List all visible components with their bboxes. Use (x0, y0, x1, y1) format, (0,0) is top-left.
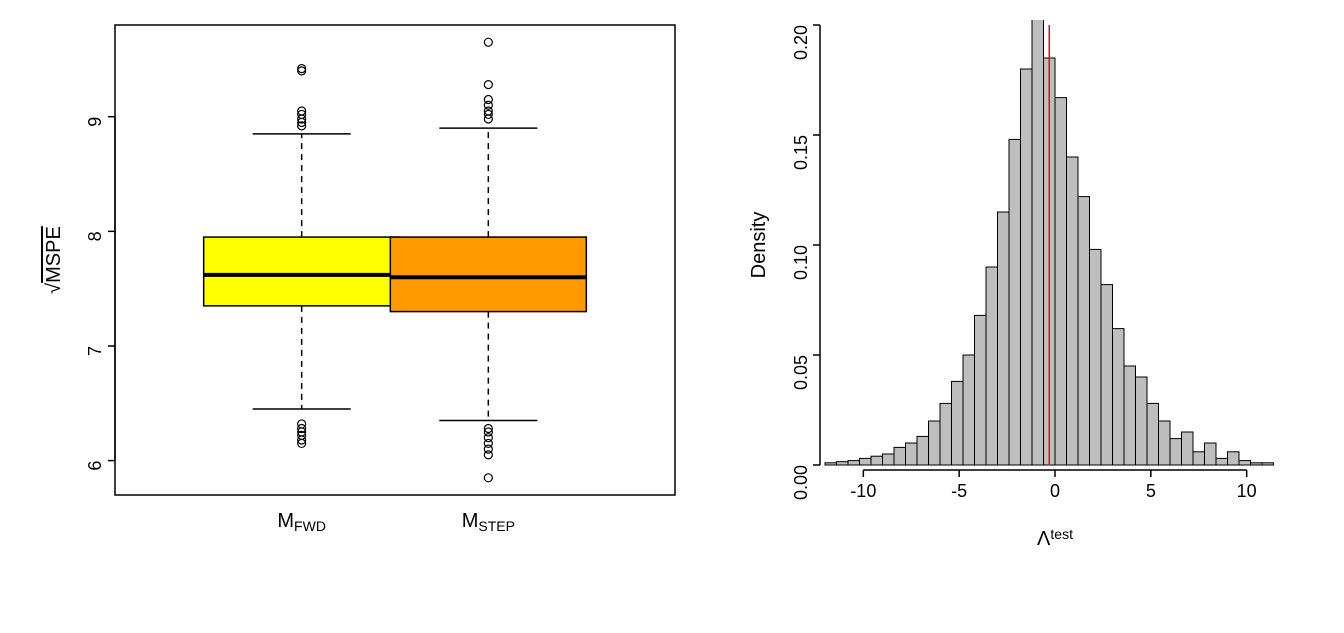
xtick-label: -5 (951, 481, 967, 501)
ytick-label: 8 (85, 231, 105, 241)
outlier (484, 38, 492, 46)
hist-bar (1090, 249, 1102, 465)
hist-bar (883, 454, 895, 465)
hist-bar (825, 463, 837, 465)
hist-bar (1147, 403, 1159, 465)
ytick-label: 6 (85, 461, 105, 471)
hist-bar (998, 212, 1010, 465)
hist-bar (1170, 439, 1182, 465)
hist-bar (906, 443, 918, 465)
xlabel: Λtest (1037, 526, 1073, 550)
hist-bar (848, 461, 860, 465)
hist-bar (1021, 69, 1033, 465)
hist-bar (1067, 157, 1079, 465)
xtick-label: 10 (1237, 481, 1257, 501)
hist-bar (1262, 463, 1274, 465)
hist-bar (940, 403, 952, 465)
hist-bar (929, 421, 941, 465)
hist-bar (1124, 366, 1136, 465)
hist-bar (1193, 452, 1205, 465)
hist-bar (1136, 377, 1148, 465)
hist-bar (1216, 458, 1228, 465)
histogram-svg: -10 -5 0 5 10 0.00 0.05 0.10 0.15 0.20 Density Λtes… (740, 20, 1300, 600)
figure-container: 6 7 8 9 √MSPE MFWD MSTEP -10 -5 0 5 10 0.00 0.05 0.10… (20, 20, 1324, 613)
hist-bar (860, 458, 872, 465)
hist-bar (975, 315, 987, 465)
hist-bar (1101, 285, 1113, 465)
hist-bar (1182, 432, 1194, 465)
ylabel: Density (748, 212, 770, 279)
ytick-label: 0.10 (791, 245, 811, 280)
hist-bar (1159, 421, 1171, 465)
box (204, 237, 400, 306)
ytick-label: 9 (85, 117, 105, 127)
hist-bar (837, 462, 849, 465)
ytick-label: 0.15 (791, 135, 811, 170)
ytick-label: 0.20 (791, 25, 811, 60)
hist-bar (1239, 461, 1251, 465)
hist-bar (917, 436, 929, 465)
hist-bar (986, 267, 998, 465)
ytick-label: 0.05 (791, 355, 811, 390)
hist-bar (871, 456, 883, 465)
hist-bar (894, 447, 906, 465)
histogram-panel: -10 -5 0 5 10 0.00 0.05 0.10 0.15 0.20 Density Λtes… (740, 20, 1300, 600)
hist-bar (1251, 463, 1263, 465)
hist-bar (1078, 197, 1090, 465)
ytick-label: 0.00 (791, 465, 811, 500)
xtick-label: 5 (1146, 481, 1156, 501)
outlier (484, 474, 492, 482)
hist-bar (1228, 452, 1240, 465)
xtick-label: 0 (1050, 481, 1060, 501)
outlier (484, 81, 492, 89)
ylabel: √MSPE (43, 226, 65, 294)
hist-bar (1055, 98, 1067, 465)
hist-bar (952, 381, 964, 465)
xtick-label: -10 (850, 481, 876, 501)
hist-bar (1009, 139, 1021, 465)
hist-bar (963, 355, 975, 465)
xcat-label: MSTEP (462, 510, 515, 534)
hist-bar (1032, 20, 1044, 465)
ytick-label: 7 (85, 346, 105, 356)
hist-bar (1113, 329, 1125, 465)
outlier (484, 96, 492, 104)
boxplot-panel: 6 7 8 9 √MSPE MFWD MSTEP (20, 20, 700, 560)
xcat-label: MFWD (277, 510, 326, 534)
box (390, 237, 586, 312)
hist-bar (1205, 443, 1217, 465)
boxplot-svg: 6 7 8 9 √MSPE MFWD MSTEP (20, 20, 700, 560)
